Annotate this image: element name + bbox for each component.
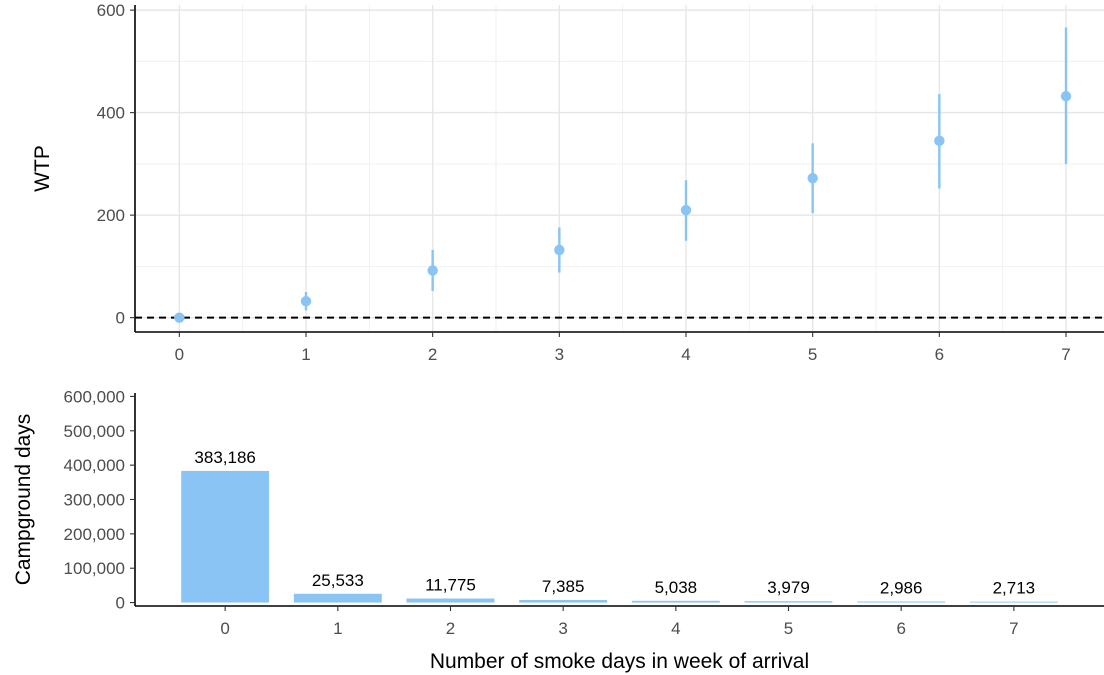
wtp-panel: 0 200 400 600 0 1 2 3 4 5 6 7 WTP	[31, 1, 1104, 364]
x-tick-label: 5	[808, 345, 817, 364]
bar	[519, 600, 608, 603]
x-tick-label: 6	[896, 619, 905, 638]
bar	[744, 601, 833, 603]
y-tick-label: 400	[97, 104, 125, 123]
x-tick-label: 2	[446, 619, 455, 638]
bar-value-label: 11,775	[425, 576, 476, 595]
y-tick-label: 500,000	[64, 422, 125, 441]
bar	[969, 601, 1058, 603]
y-tick-label: 600,000	[64, 387, 125, 406]
x-tick-label: 4	[681, 345, 690, 364]
x-axis-title: Number of smoke days in week of arrival	[430, 650, 809, 673]
bar	[631, 600, 720, 603]
y-tick-label: 400,000	[64, 456, 125, 475]
x-tick-label: 7	[1061, 345, 1070, 364]
y-tick-label: 200,000	[64, 525, 125, 544]
data-point	[1060, 91, 1072, 102]
y-axis-title: WTP	[31, 145, 54, 192]
bar-value-label: 5,038	[655, 578, 698, 597]
y-tick-label: 600	[97, 1, 125, 20]
x-tick-label: 0	[175, 345, 184, 364]
bar	[406, 598, 495, 603]
bar	[857, 601, 946, 603]
y-tick-label: 300,000	[64, 491, 125, 510]
campground-days-panel: 383,186 25,533 11,775 7,385 5,038 3,979 2,986 2…	[12, 387, 1104, 673]
y-tick-label: 100,000	[64, 559, 125, 578]
data-point	[174, 312, 185, 323]
data-point	[300, 296, 312, 307]
data-point	[934, 135, 945, 147]
x-tick-label: 6	[935, 345, 944, 364]
x-tick-label: 4	[671, 619, 680, 638]
y-tick-label: 0	[116, 309, 125, 328]
data-point	[554, 244, 565, 256]
x-tick-label: 7	[1009, 619, 1018, 638]
bar-value-label: 25,533	[312, 571, 364, 590]
bar-value-label: 7,385	[542, 577, 585, 596]
bar-value-label: 2,986	[880, 579, 923, 598]
x-tick-label: 3	[555, 345, 564, 364]
y-axis-title: Campground days	[12, 414, 35, 586]
data-point	[427, 265, 438, 276]
data-point	[807, 173, 818, 184]
x-tick-label: 5	[784, 619, 793, 638]
bar	[181, 470, 270, 603]
x-tick-label: 3	[558, 619, 567, 638]
bar-value-label: 3,979	[767, 578, 810, 597]
bar-value-label: 2,713	[993, 579, 1036, 598]
x-tick-label: 1	[301, 345, 310, 364]
x-tick-label: 1	[333, 619, 342, 638]
y-tick-label: 200	[97, 206, 125, 225]
y-tick-label: 0	[116, 594, 125, 613]
data-point	[680, 204, 692, 216]
x-tick-label: 2	[428, 345, 437, 364]
bar-value-label: 383,186	[194, 448, 255, 467]
bar	[293, 593, 382, 603]
x-tick-label: 0	[220, 619, 229, 638]
